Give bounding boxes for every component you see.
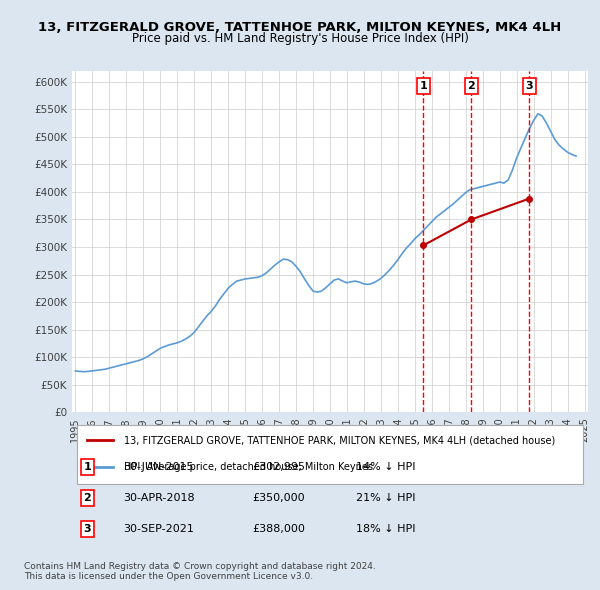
Text: 2: 2 xyxy=(467,81,475,91)
Text: 30-APR-2018: 30-APR-2018 xyxy=(124,493,195,503)
Text: £388,000: £388,000 xyxy=(253,524,305,534)
Text: £350,000: £350,000 xyxy=(253,493,305,503)
Text: 14% ↓ HPI: 14% ↓ HPI xyxy=(356,462,415,472)
Text: 30-SEP-2021: 30-SEP-2021 xyxy=(124,524,194,534)
Text: 1: 1 xyxy=(83,462,91,472)
FancyBboxPatch shape xyxy=(77,425,583,484)
Text: 13, FITZGERALD GROVE, TATTENHOE PARK, MILTON KEYNES, MK4 4LH: 13, FITZGERALD GROVE, TATTENHOE PARK, MI… xyxy=(38,21,562,34)
Text: HPI: Average price, detached house, Milton Keynes: HPI: Average price, detached house, Milt… xyxy=(124,462,373,472)
Text: 3: 3 xyxy=(526,81,533,91)
Text: 3: 3 xyxy=(83,524,91,534)
Text: 1: 1 xyxy=(419,81,427,91)
Text: £302,995: £302,995 xyxy=(253,462,305,472)
Text: 21% ↓ HPI: 21% ↓ HPI xyxy=(356,493,415,503)
Text: Contains HM Land Registry data © Crown copyright and database right 2024.
This d: Contains HM Land Registry data © Crown c… xyxy=(24,562,376,581)
Text: 2: 2 xyxy=(83,493,91,503)
Text: Price paid vs. HM Land Registry's House Price Index (HPI): Price paid vs. HM Land Registry's House … xyxy=(131,32,469,45)
Text: 13, FITZGERALD GROVE, TATTENHOE PARK, MILTON KEYNES, MK4 4LH (detached house): 13, FITZGERALD GROVE, TATTENHOE PARK, MI… xyxy=(124,435,555,445)
Text: 18% ↓ HPI: 18% ↓ HPI xyxy=(356,524,415,534)
Text: 30-JUN-2015: 30-JUN-2015 xyxy=(124,462,194,472)
